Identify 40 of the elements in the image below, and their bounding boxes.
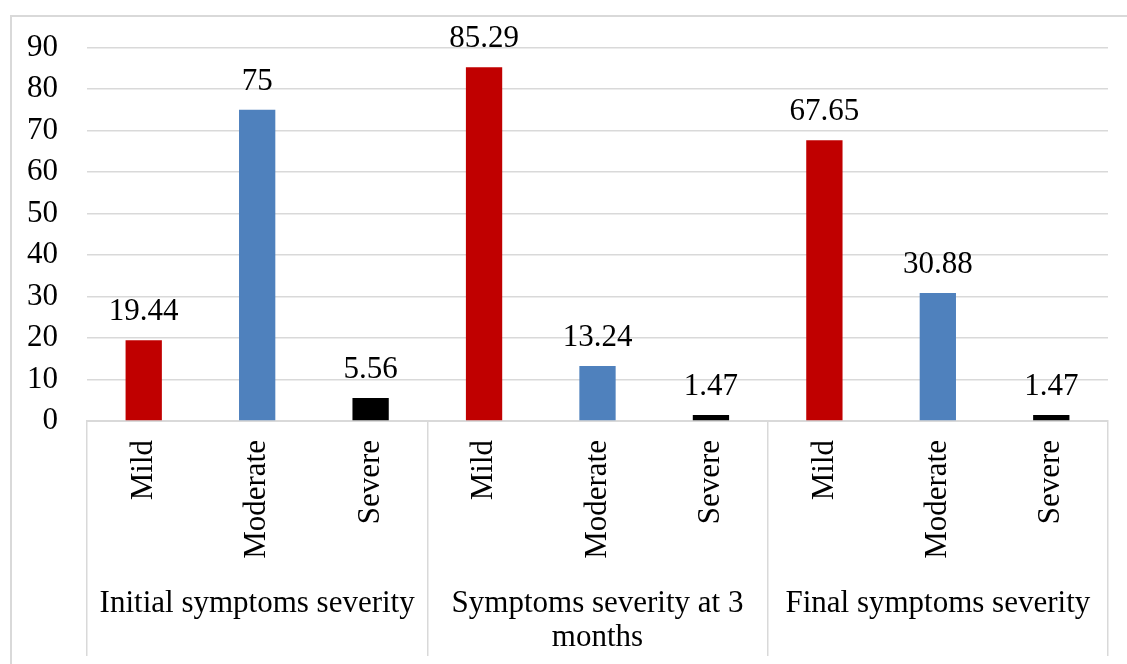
data-label: 1.47	[683, 366, 739, 402]
bar	[1033, 414, 1070, 421]
data-label: 5.56	[343, 349, 398, 385]
data-label: 67.65	[789, 92, 860, 128]
y-tick-label: 80	[27, 69, 58, 105]
y-tick-label: 70	[27, 110, 58, 146]
y-tick-label: 40	[27, 235, 58, 271]
bar	[125, 340, 162, 421]
y-tick-label: 90	[27, 27, 58, 63]
y-tick-label: 50	[27, 193, 58, 229]
bar	[352, 397, 389, 421]
x-tick-label: Initial symptoms severity	[99, 584, 416, 619]
data-label: 30.88	[902, 244, 973, 280]
bar	[919, 292, 956, 421]
y-tick-label: 10	[27, 359, 58, 395]
data-label: 13.24	[562, 318, 633, 354]
text: Moderate	[237, 440, 273, 559]
y-tick-label: 60	[27, 152, 58, 188]
y-tick-label: 0	[42, 401, 58, 437]
text: Severe	[691, 440, 727, 525]
bar	[806, 140, 843, 421]
data-label: 1.47	[1024, 366, 1079, 402]
bar	[692, 414, 730, 421]
text: Mild	[804, 440, 840, 501]
data-label: 85.29	[449, 19, 519, 55]
text: Moderate	[917, 440, 953, 559]
text: Severe	[350, 440, 386, 525]
text: Moderate	[577, 440, 613, 559]
text: Mild	[464, 440, 500, 501]
text: Severe	[1031, 440, 1067, 525]
bar	[239, 109, 276, 421]
y-tick-label: 30	[27, 276, 58, 312]
x-tick-label: Final symptoms severity	[785, 584, 1091, 619]
data-label: 75	[241, 61, 273, 97]
data-label: 19.44	[108, 292, 180, 328]
bar	[579, 366, 616, 421]
bar	[465, 67, 503, 421]
text: Mild	[123, 439, 159, 501]
y-tick-label: 20	[27, 318, 58, 354]
x-tick-label: Symptoms severity at 3 months	[451, 584, 744, 653]
